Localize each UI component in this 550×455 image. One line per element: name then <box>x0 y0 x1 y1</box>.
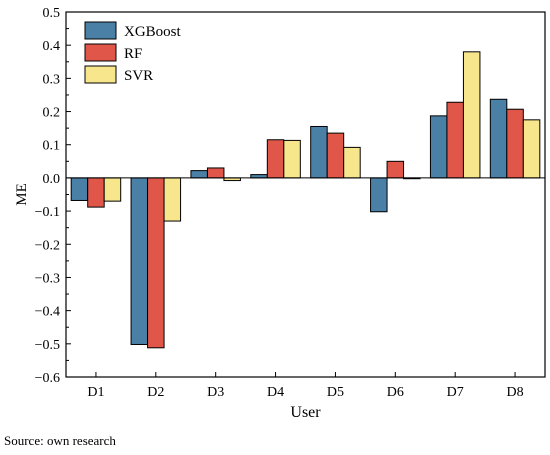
bars-group <box>70 51 541 349</box>
bar-xgboost-d7 <box>429 115 448 179</box>
bar-rf-d7 <box>446 101 464 179</box>
bar-svr-d1 <box>103 177 122 202</box>
legend: XGBoost RF SVR <box>84 21 182 84</box>
source-note: Source: own research <box>4 433 116 448</box>
bar-rf-d3 <box>206 167 225 179</box>
bar-rf-d2 <box>147 177 165 349</box>
legend-label-rf: RF <box>124 46 142 62</box>
bar-xgboost-d8 <box>489 98 508 179</box>
bar-chart: −0.6 −0.5 −0.4 −0.3 −0.2 −0.1 0.0 0.1 0.2 0.3 0.4 0… <box>14 6 546 421</box>
bar-rf-d1 <box>87 177 105 208</box>
x-tick-label: D5 <box>327 385 344 400</box>
x-axis-label: User <box>290 404 321 421</box>
bar-svr-d5 <box>343 146 361 179</box>
bar-xgboost-d6 <box>370 177 388 213</box>
bar-xgboost-d2 <box>130 177 149 345</box>
y-tick-label: 0.2 <box>43 106 61 121</box>
y-tick-label: 0.3 <box>43 72 61 87</box>
y-tick-label: −0.3 <box>35 271 60 286</box>
y-tick-label: −0.2 <box>35 238 60 253</box>
bar-svr-d8 <box>522 119 541 179</box>
x-tick-label: D4 <box>267 385 284 400</box>
y-axis-label: ME <box>14 183 30 206</box>
x-tick-label: D3 <box>207 385 224 400</box>
bar-rf-d8 <box>506 108 524 179</box>
y-tick-label: −0.1 <box>35 205 60 220</box>
x-axis: D1 D2 D3 D4 D5 D6 D7 D8 <box>87 372 524 400</box>
bar-svr-d7 <box>462 51 481 179</box>
legend-label-xgboost: XGBoost <box>124 24 182 40</box>
legend-swatch-rf <box>84 43 117 62</box>
bar-xgboost-d3 <box>190 170 208 179</box>
x-tick-label: D2 <box>147 385 164 400</box>
bar-rf-d4 <box>266 139 285 179</box>
x-tick-label: D6 <box>387 385 404 400</box>
x-tick-label: D7 <box>447 385 464 400</box>
y-tick-label: 0.5 <box>43 6 61 21</box>
y-tick-label: −0.6 <box>35 371 60 386</box>
bar-svr-d2 <box>163 177 182 222</box>
bar-xgboost-d5 <box>310 125 328 179</box>
y-tick-label: −0.4 <box>35 305 60 320</box>
y-tick-label: 0.0 <box>43 172 61 187</box>
y-tick-label: −0.5 <box>35 338 60 353</box>
y-tick-label: 0.4 <box>43 39 61 54</box>
bar-rf-d6 <box>386 160 405 179</box>
bar-svr-d4 <box>283 139 301 179</box>
y-tick-label: 0.1 <box>43 139 61 154</box>
legend-swatch-svr <box>84 65 117 84</box>
x-tick-label: D1 <box>87 385 104 400</box>
y-axis: −0.6 −0.5 −0.4 −0.3 −0.2 −0.1 0.0 0.1 0.2 0.3 0.4 0… <box>35 6 71 386</box>
legend-label-svr: SVR <box>124 68 153 84</box>
bar-rf-d5 <box>326 132 345 179</box>
legend-swatch-xgboost <box>84 21 117 40</box>
bar-xgboost-d1 <box>70 177 89 201</box>
x-tick-label: D8 <box>507 385 524 400</box>
